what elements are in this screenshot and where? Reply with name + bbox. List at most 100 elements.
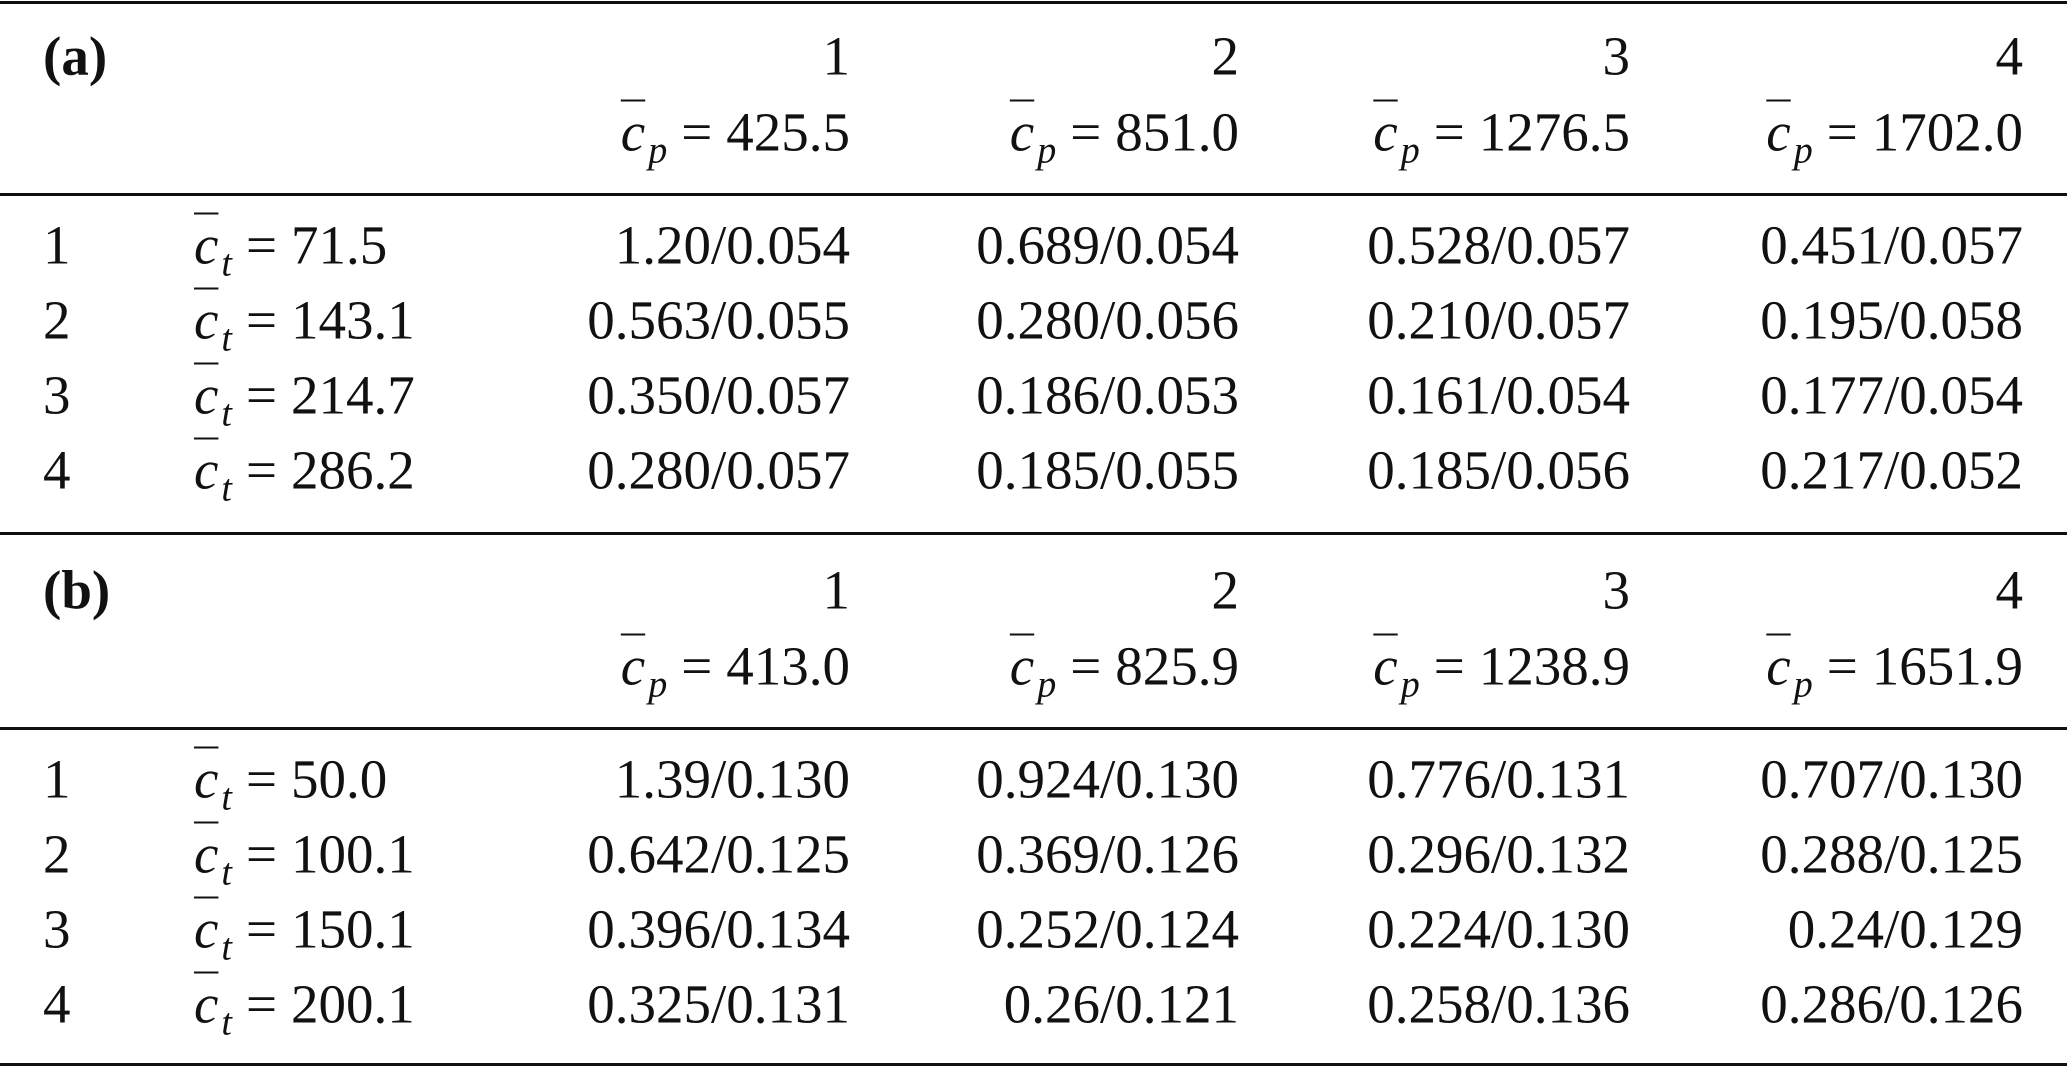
column-header: cp = 1276.5	[1373, 101, 1630, 170]
variable-value: 286.2	[291, 439, 415, 501]
variable-subscript: t	[221, 317, 232, 360]
table-cell: 0.296/0.132	[1367, 823, 1630, 885]
row-index: 4	[43, 439, 71, 501]
equals-sign: =	[245, 364, 278, 426]
equals-sign: =	[1826, 635, 1858, 697]
variable-subscript: t	[221, 851, 232, 894]
variable-subscript: p	[1400, 129, 1420, 172]
row-header: ct = 200.1	[194, 973, 415, 1042]
rule	[0, 193, 2067, 196]
table-cell: 0.24/0.129	[1787, 898, 2023, 960]
variable-symbol: c	[194, 973, 219, 1035]
table-cell: 0.563/0.055	[587, 289, 850, 351]
table-cell: 0.776/0.131	[1367, 748, 1630, 810]
table-cell: 1.20/0.054	[614, 214, 850, 276]
variable-subscript: t	[221, 926, 232, 969]
panel-label: (b)	[43, 559, 111, 621]
column-index: 1	[822, 25, 851, 87]
table-cell: 0.924/0.130	[976, 748, 1239, 810]
table-cell: 0.350/0.057	[587, 364, 850, 426]
equals-sign: =	[1070, 101, 1102, 163]
column-index: 1	[822, 559, 851, 621]
variable-subscript: p	[1037, 663, 1057, 706]
variable-value: 1276.5	[1478, 101, 1630, 163]
variable-subscript: p	[648, 663, 668, 706]
table-cell: 0.252/0.124	[976, 898, 1239, 960]
equals-sign: =	[245, 214, 278, 276]
equals-sign: =	[245, 439, 278, 501]
equals-sign: =	[1826, 101, 1858, 163]
variable-value: 50.0	[291, 748, 388, 810]
equals-sign: =	[245, 748, 278, 810]
variable-symbol: c	[194, 898, 219, 960]
variable-value: 413.0	[726, 635, 850, 697]
row-index: 4	[43, 973, 71, 1035]
table-cell: 0.689/0.054	[976, 214, 1239, 276]
panel-label: (a)	[43, 25, 108, 87]
variable-value: 825.9	[1115, 635, 1239, 697]
variable-subscript: p	[1793, 129, 1813, 172]
variable-subscript: p	[1400, 663, 1420, 706]
table-cell: 0.186/0.053	[976, 364, 1239, 426]
column-header: cp = 1702.0	[1766, 101, 2023, 170]
table-cell: 0.280/0.056	[976, 289, 1239, 351]
variable-symbol: c	[1766, 635, 1791, 697]
table-cell: 0.210/0.057	[1367, 289, 1630, 351]
variable-value: 150.1	[291, 898, 415, 960]
column-index: 4	[1995, 559, 2024, 621]
variable-symbol: c	[194, 439, 219, 501]
equals-sign: =	[1433, 635, 1465, 697]
variable-value: 143.1	[291, 289, 415, 351]
table-cell: 0.396/0.134	[587, 898, 850, 960]
equals-sign: =	[681, 635, 713, 697]
equals-sign: =	[245, 898, 278, 960]
column-header: cp = 851.0	[1009, 101, 1239, 170]
row-header: ct = 50.0	[194, 748, 388, 817]
variable-subscript: p	[1037, 129, 1057, 172]
table-cell: 0.451/0.057	[1760, 214, 2023, 276]
column-header: cp = 825.9	[1010, 635, 1239, 704]
row-header: ct = 143.1	[194, 289, 415, 358]
row-header: ct = 214.7	[194, 364, 415, 433]
variable-value: 214.7	[291, 364, 415, 426]
table-cell: 0.177/0.054	[1760, 364, 2023, 426]
row-header: ct = 71.5	[194, 214, 387, 283]
column-header: cp = 1651.9	[1766, 635, 2023, 704]
row-index: 2	[43, 289, 71, 351]
table-cell: 0.642/0.125	[587, 823, 850, 885]
table-cell: 0.26/0.121	[1003, 973, 1239, 1035]
variable-subscript: t	[221, 242, 232, 285]
table-cell: 0.288/0.125	[1760, 823, 2023, 885]
equals-sign: =	[681, 101, 713, 163]
variable-symbol: c	[194, 214, 219, 276]
variable-symbol: c	[1373, 101, 1398, 163]
variable-symbol: c	[194, 364, 219, 426]
table-cell: 0.286/0.126	[1760, 973, 2023, 1035]
variable-value: 425.5	[726, 101, 850, 163]
variable-subscript: t	[221, 776, 232, 819]
variable-symbol: c	[1373, 635, 1398, 697]
equals-sign: =	[245, 973, 278, 1035]
variable-value: 851.0	[1115, 101, 1239, 163]
column-index: 4	[1995, 25, 2024, 87]
equals-sign: =	[245, 289, 278, 351]
table-cell: 0.707/0.130	[1760, 748, 2023, 810]
table-cell: 0.195/0.058	[1760, 289, 2023, 351]
table-cell: 0.161/0.054	[1367, 364, 1630, 426]
row-index: 2	[43, 823, 71, 885]
row-header: ct = 150.1	[194, 898, 415, 967]
variable-symbol: c	[1009, 101, 1035, 163]
variable-symbol: c	[620, 635, 646, 697]
column-header: cp = 1238.9	[1373, 635, 1630, 704]
table-cell: 0.185/0.055	[976, 439, 1239, 501]
variable-value: 200.1	[291, 973, 415, 1035]
column-index: 3	[1602, 25, 1631, 87]
table-cell: 0.185/0.056	[1367, 439, 1630, 501]
row-header: ct = 286.2	[194, 439, 415, 508]
variable-subscript: p	[648, 129, 668, 172]
column-header: cp = 413.0	[620, 635, 850, 704]
variable-value: 1238.9	[1478, 635, 1630, 697]
rule	[0, 1, 2067, 4]
table-cell: 1.39/0.130	[614, 748, 850, 810]
